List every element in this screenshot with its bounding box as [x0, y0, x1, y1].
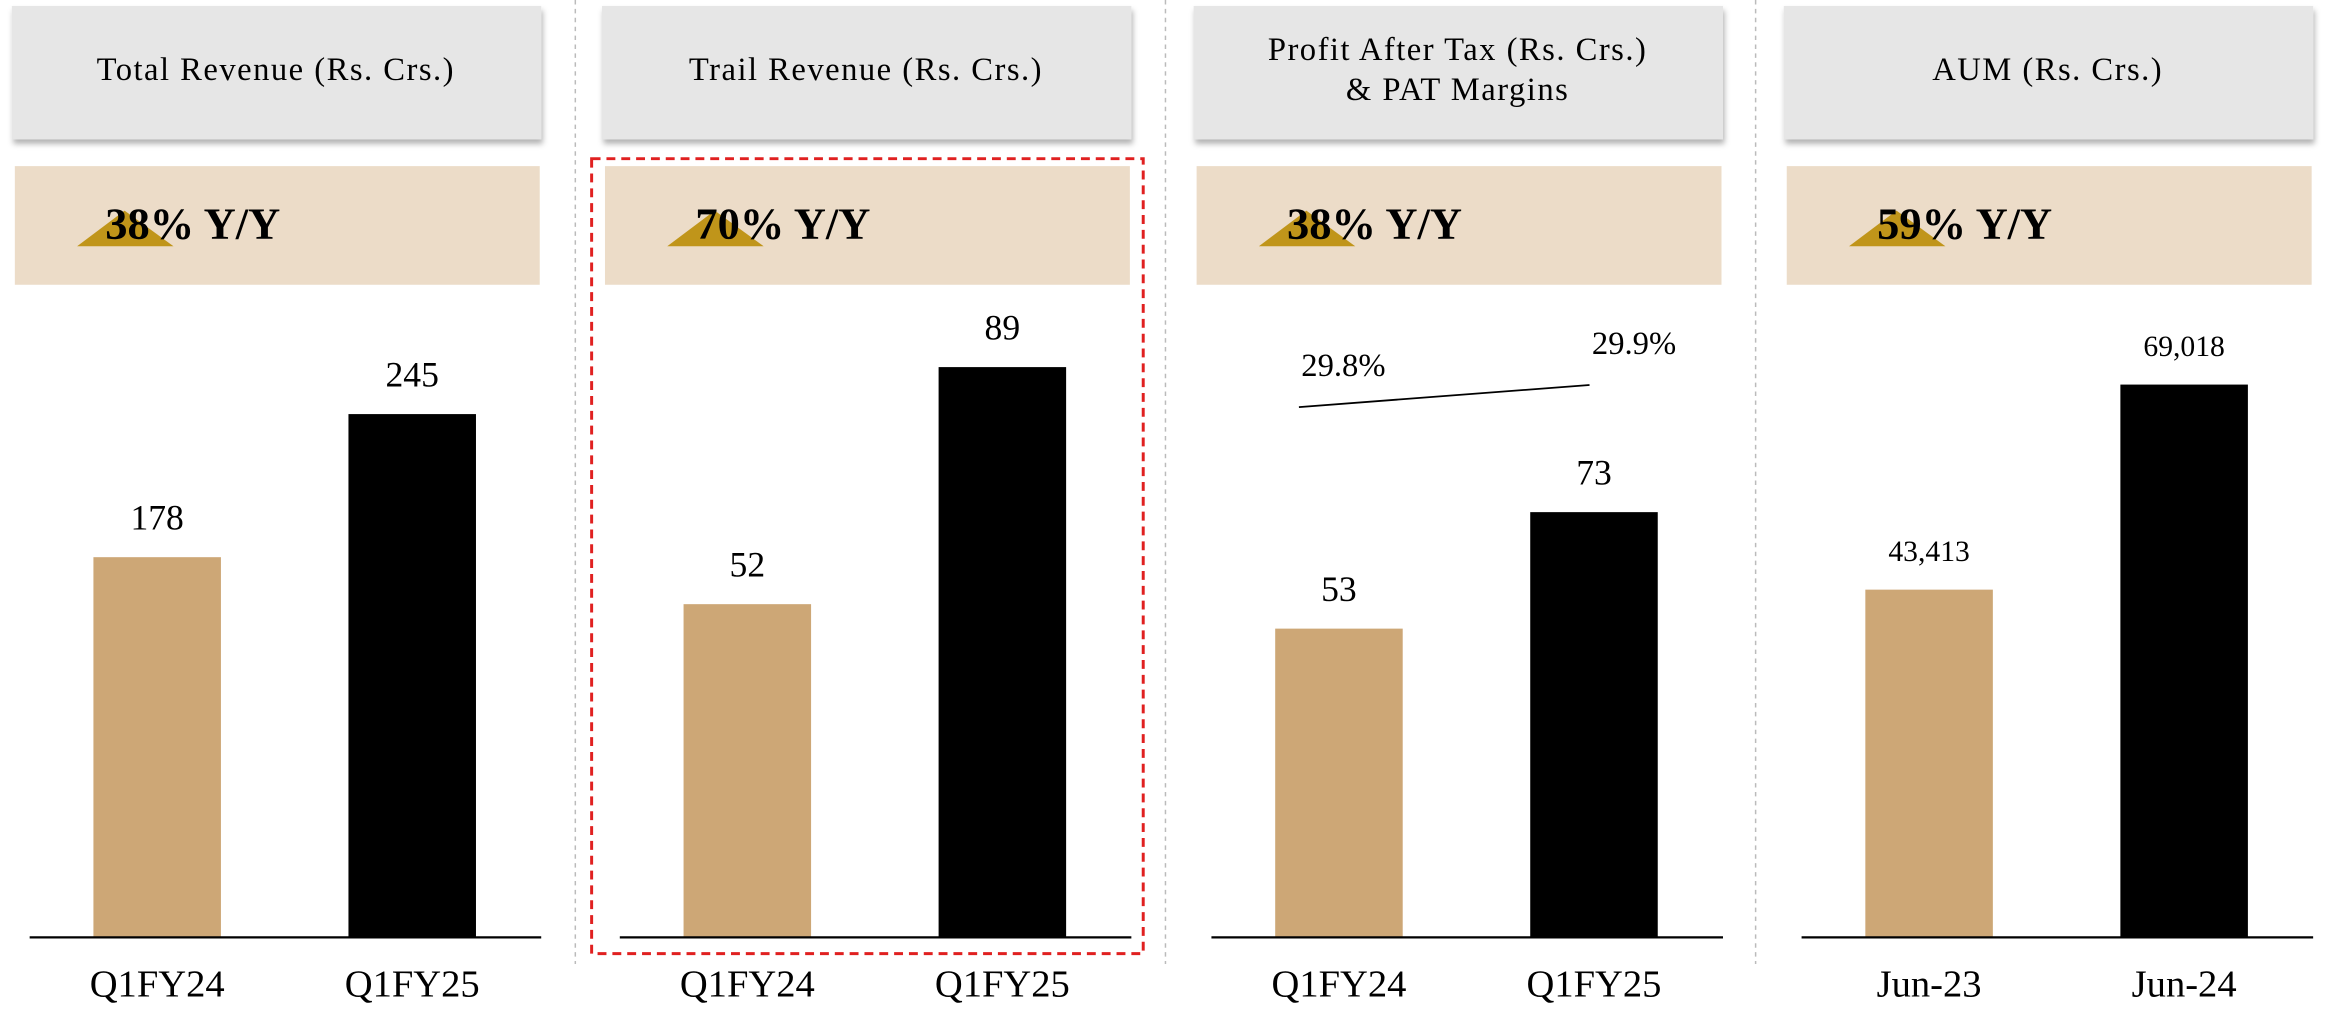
badge-text: 38% Y/Y — [1287, 199, 1462, 249]
margin-line — [1298, 384, 1590, 408]
value-label: 53 — [1321, 569, 1357, 609]
value-label: 69,018 — [2143, 331, 2225, 363]
title-box — [11, 5, 542, 140]
title-box — [1783, 5, 2314, 140]
category-label: Jun-24 — [2132, 964, 2237, 1006]
panel-title: Total Revenue (Rs. Crs.) — [97, 52, 455, 88]
panel-title: AUM (Rs. Crs.) — [1932, 52, 2163, 88]
value-label: 245 — [386, 355, 439, 395]
title-box — [1193, 5, 1723, 140]
margin-label: 29.8% — [1301, 348, 1385, 384]
up-arrow — [667, 210, 764, 247]
value-label: 43,413 — [1888, 536, 1970, 568]
bar — [938, 367, 1067, 938]
bar — [2120, 384, 2248, 938]
badge-text: 59% Y/Y — [1877, 199, 2052, 249]
bar — [1530, 512, 1658, 938]
bar — [1865, 589, 1993, 938]
bar — [93, 557, 221, 938]
bar — [683, 604, 812, 938]
bar — [1275, 628, 1403, 938]
category-label: Q1FY25 — [345, 964, 480, 1006]
category-label: Q1FY24 — [1271, 964, 1406, 1006]
bar — [348, 414, 476, 938]
panel-title: Profit After Tax (Rs. Crs.) — [1268, 32, 1647, 68]
up-arrow — [77, 210, 174, 247]
category-label: Q1FY24 — [680, 964, 815, 1006]
category-label: Q1FY25 — [935, 964, 1070, 1006]
category-label: Q1FY24 — [90, 964, 225, 1006]
category-label: Q1FY25 — [1527, 964, 1662, 1006]
highlight-frame — [590, 157, 1145, 956]
category-label: Jun-23 — [1877, 964, 1982, 1006]
value-label: 178 — [130, 498, 183, 538]
badge-box — [604, 166, 1130, 285]
badge-box — [1786, 166, 2312, 285]
badge-box — [1196, 166, 1722, 285]
badge-text: 38% Y/Y — [105, 199, 280, 249]
up-arrow — [1849, 210, 1946, 247]
badge-text: 70% Y/Y — [695, 199, 870, 249]
title-box — [602, 5, 1132, 140]
value-label: 73 — [1576, 453, 1612, 493]
panel-title: Trail Revenue (Rs. Crs.) — [689, 52, 1043, 88]
up-arrow — [1258, 210, 1356, 247]
margin-label: 29.9% — [1592, 326, 1676, 362]
value-label: 52 — [730, 545, 766, 585]
panel-title: & PAT Margins — [1346, 72, 1569, 108]
value-label: 89 — [985, 308, 1021, 348]
badge-box — [14, 166, 540, 285]
